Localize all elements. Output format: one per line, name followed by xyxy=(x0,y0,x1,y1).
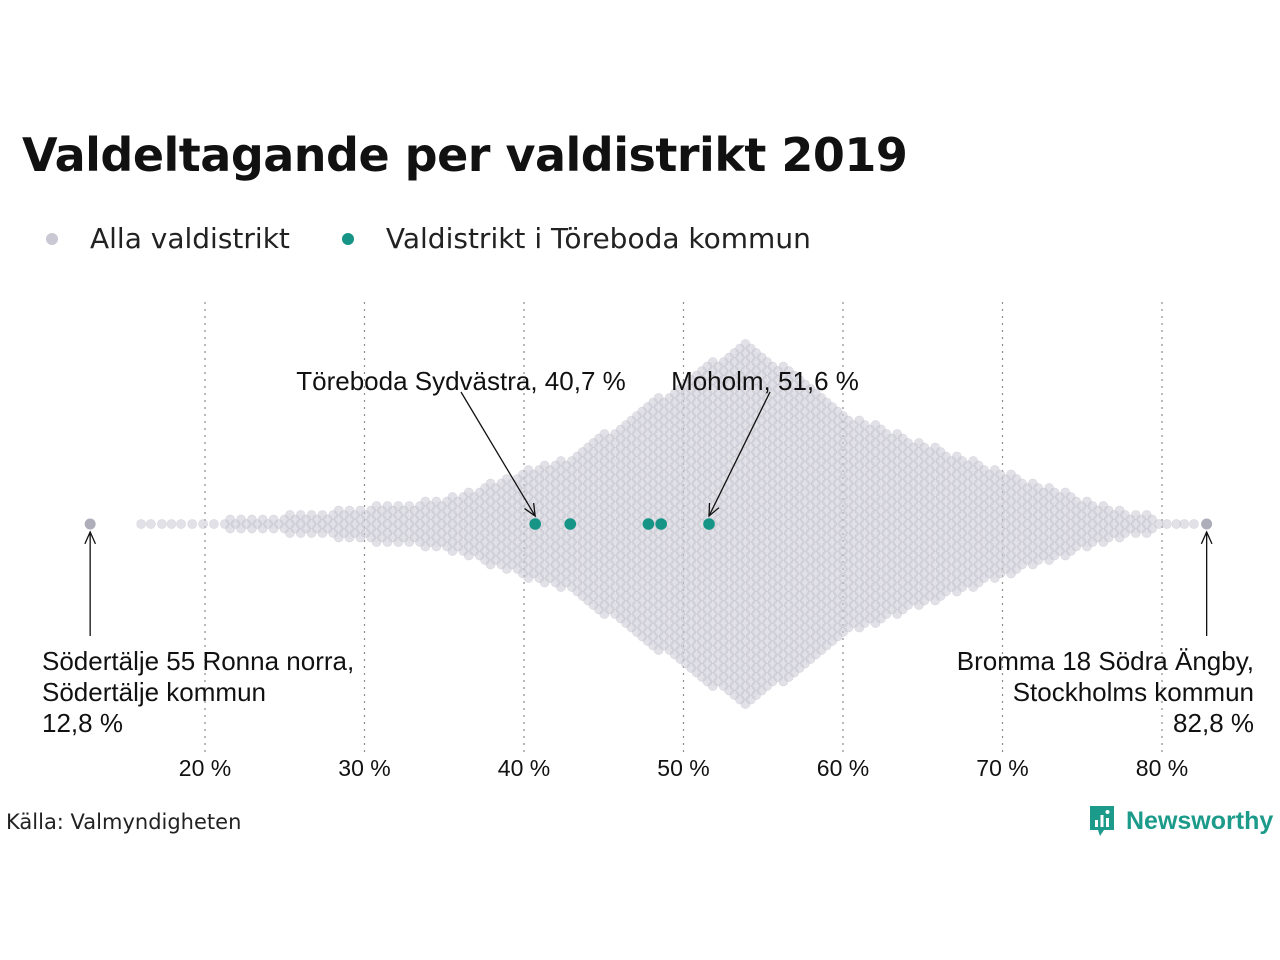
extreme-point xyxy=(1201,518,1213,530)
annotation-arrows xyxy=(84,391,1213,636)
annotation-label: Bromma 18 Södra Ängby, Stockholms kommun 8… xyxy=(957,646,1254,738)
extreme-point xyxy=(84,518,96,530)
district-point xyxy=(1147,514,1157,525)
legend-label-all: Alla valdistrikt xyxy=(90,222,290,255)
annotation-arrow xyxy=(708,391,771,517)
arrow-head xyxy=(524,503,536,518)
brand-logo[interactable]: Newsworthy xyxy=(1088,804,1273,838)
x-tick-label: 80 % xyxy=(1136,755,1188,781)
toreboda-point xyxy=(529,518,541,530)
district-point xyxy=(145,519,156,529)
district-point xyxy=(1161,519,1172,529)
district-point xyxy=(156,519,167,529)
chart-title: Valdeltagande per valdistrikt 2019 xyxy=(22,128,908,182)
source-note: Källa: Valmyndigheten xyxy=(6,810,242,834)
district-point xyxy=(208,519,219,529)
arrow-head xyxy=(84,530,97,545)
newsworthy-logo-icon xyxy=(1090,806,1114,836)
x-tick-label: 30 % xyxy=(338,755,390,781)
annotations: Töreboda Sydvästra, 40,7 % Moholm, 51,6 %… xyxy=(42,366,1254,738)
toreboda-point xyxy=(564,518,577,530)
toreboda-point xyxy=(703,518,715,530)
annotation-label: Moholm, 51,6 % xyxy=(671,366,859,396)
x-tick-label: 50 % xyxy=(657,755,709,781)
toreboda-point xyxy=(655,518,667,530)
x-tick-label: 70 % xyxy=(976,755,1028,781)
legend-item-highlight: Valdistrikt i Töreboda kommun xyxy=(336,222,811,255)
annotation-label: Töreboda Sydvästra, 40,7 % xyxy=(296,366,626,396)
district-point xyxy=(1189,519,1199,529)
district-point xyxy=(136,519,147,529)
arrow-head xyxy=(1200,530,1213,545)
x-tick-label: 40 % xyxy=(498,755,550,781)
x-tick-label: 60 % xyxy=(817,755,869,781)
district-point xyxy=(198,519,208,529)
extreme-points xyxy=(84,518,1213,530)
all-districts-swarm xyxy=(136,339,1199,709)
district-point xyxy=(176,519,186,529)
legend-label-highlight: Valdistrikt i Töreboda kommun xyxy=(385,222,811,255)
highlight-points xyxy=(529,518,715,530)
arrow-head xyxy=(708,502,720,518)
x-axis-ticks: 20 % 30 % 40 % 50 % 60 % 70 % 80 % xyxy=(179,755,1188,781)
brand-name: Newsworthy xyxy=(1126,806,1274,835)
legend-item-all: Alla valdistrikt xyxy=(40,222,290,255)
legend-dot-highlight xyxy=(341,232,354,245)
district-point xyxy=(187,519,198,529)
district-point xyxy=(166,519,177,529)
x-tick-label: 20 % xyxy=(179,755,231,781)
legend-dot-all xyxy=(46,232,58,245)
legend: Alla valdistrikt Valdistrikt i Töreboda … xyxy=(40,222,857,255)
annotation-label: Södertälje 55 Ronna norra, Södertälje kom… xyxy=(42,646,354,738)
toreboda-point xyxy=(642,518,655,530)
district-point xyxy=(1179,519,1190,529)
annotation-arrow xyxy=(460,391,536,517)
